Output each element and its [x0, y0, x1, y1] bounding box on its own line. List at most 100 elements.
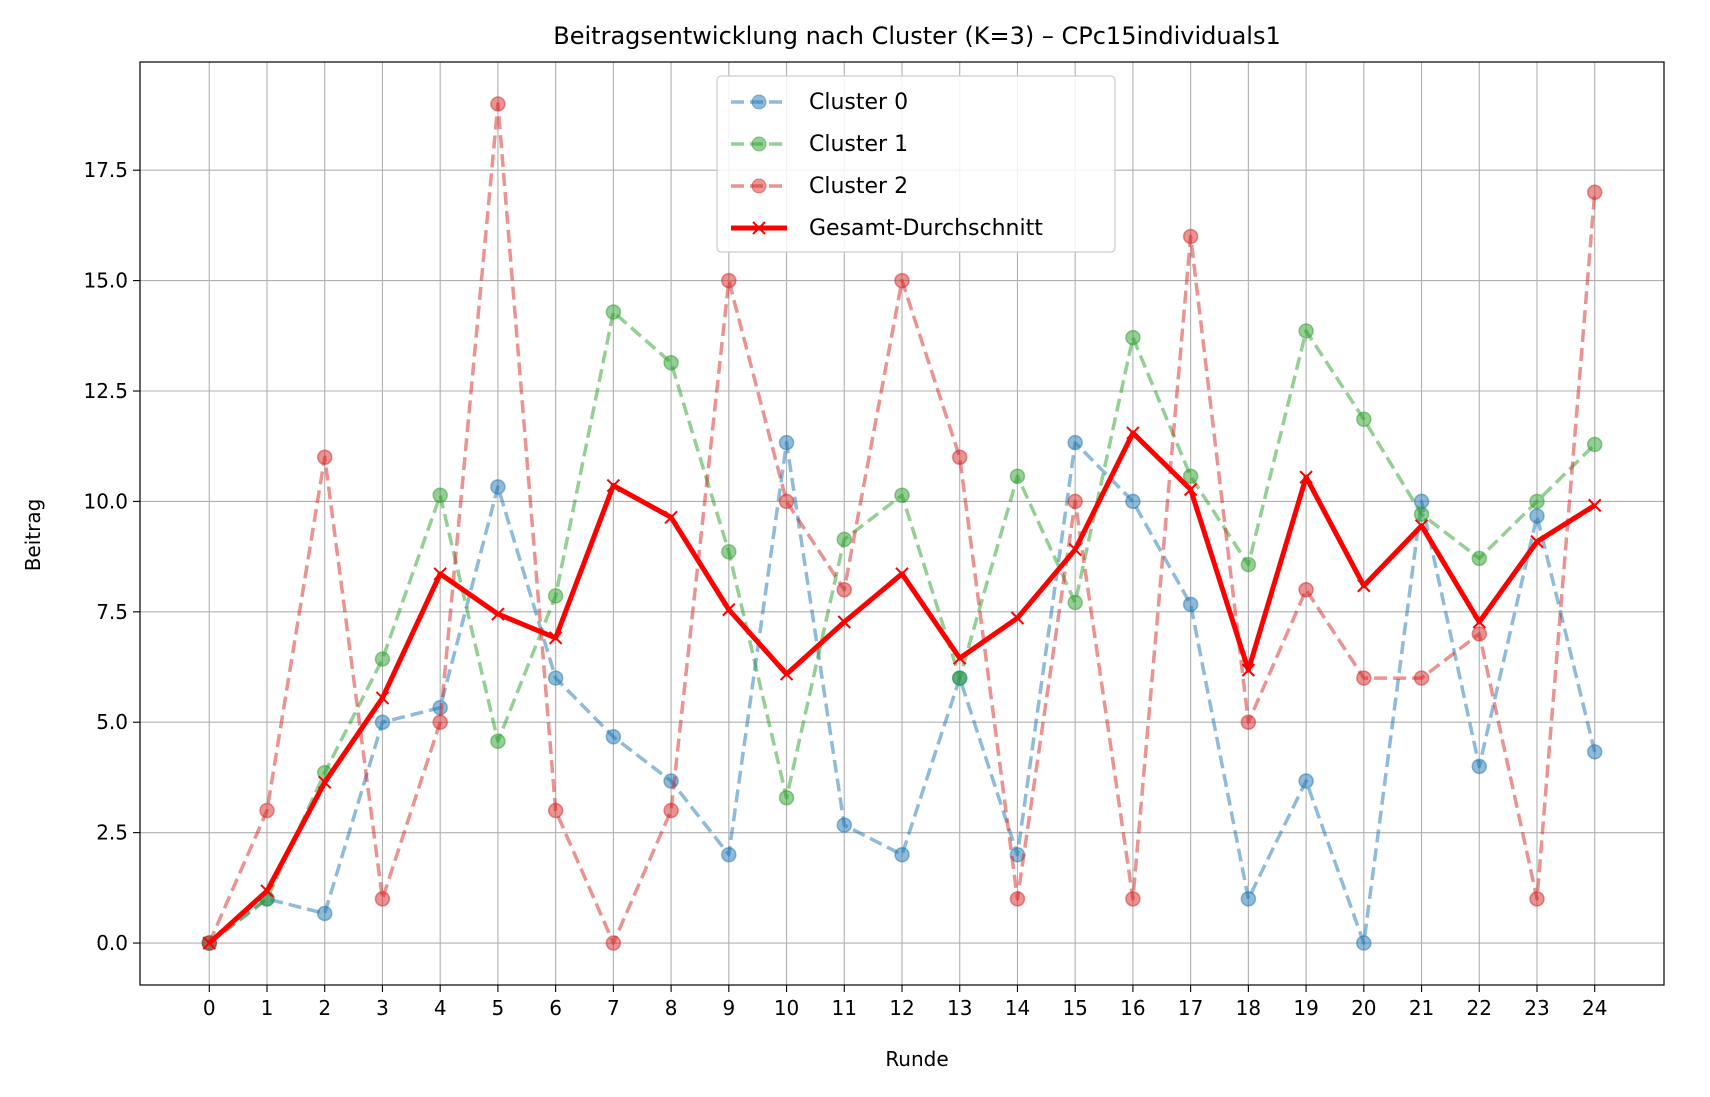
data-point [491, 607, 505, 621]
data-point [836, 581, 853, 598]
x-tick-label: 16 [1120, 996, 1145, 1020]
y-tick-label: 7.5 [96, 600, 128, 624]
y-tick-label: 10.0 [83, 489, 128, 513]
data-point [1009, 468, 1026, 484]
y-tick-label: 2.5 [96, 821, 128, 845]
legend-label: Cluster 1 [809, 132, 908, 157]
data-point [1588, 498, 1602, 513]
x-tick-label: 3 [376, 996, 389, 1020]
data-point [721, 272, 737, 289]
data-point [894, 846, 910, 863]
x-tick-label: 12 [889, 996, 914, 1020]
data-point [1010, 611, 1025, 625]
data-point [1009, 891, 1026, 907]
legend-box [716, 75, 1116, 253]
series-gesamt-durchschnitt [202, 426, 1602, 950]
data-point [1471, 550, 1488, 567]
data-point [722, 602, 736, 617]
data-point [605, 935, 622, 951]
x-tick-label: 5 [492, 996, 505, 1020]
data-point [1529, 508, 1545, 524]
data-point [259, 802, 275, 819]
data-point [836, 531, 853, 548]
data-point [1413, 506, 1430, 522]
data-point [1298, 581, 1314, 598]
data-point [951, 670, 968, 686]
x-tick-label: 8 [665, 996, 678, 1020]
data-point [1126, 426, 1140, 440]
data-point [1240, 891, 1257, 907]
data-point [664, 510, 678, 525]
y-tick-label: 5.0 [96, 710, 128, 734]
legend-marker [751, 136, 767, 152]
x-axis-ticks: 0 1 2 3 4 5 6 7 8 9 10 11 12 13 14 15 16 17 18 19 20 21 22 23 24 [203, 985, 1607, 1020]
y-tick-label: 0.0 [96, 931, 128, 955]
data-point [1125, 493, 1141, 510]
data-point [1298, 773, 1314, 789]
x-tick-label: 2 [318, 996, 331, 1020]
data-point [1471, 626, 1488, 642]
data-point [1240, 556, 1257, 573]
data-point [1183, 482, 1198, 497]
x-tick-label: 15 [1062, 996, 1087, 1020]
data-point [316, 905, 333, 922]
data-point [894, 272, 910, 289]
y-axis-label: Beitrag [21, 499, 45, 572]
data-point [605, 304, 622, 320]
x-tick-label: 23 [1524, 996, 1549, 1020]
data-point [260, 884, 274, 898]
x-tick-label: 13 [947, 996, 972, 1020]
data-point [778, 493, 795, 510]
x-tick-label: 18 [1236, 996, 1261, 1020]
x-tick-label: 4 [434, 996, 447, 1020]
data-point [547, 588, 564, 604]
data-point [490, 479, 506, 495]
data-point [1529, 891, 1545, 907]
data-point [1586, 744, 1603, 760]
data-point [1586, 184, 1603, 201]
data-point [1125, 891, 1141, 907]
data-point [1356, 935, 1372, 951]
legend-entry: Cluster 1 [731, 132, 908, 157]
data-point [433, 567, 447, 581]
legend-entry: Cluster 2 [731, 174, 908, 199]
x-tick-label: 0 [203, 996, 216, 1020]
data-point [1357, 579, 1371, 593]
data-point [1586, 436, 1603, 453]
data-point [1067, 434, 1083, 451]
x-tick-label: 20 [1351, 996, 1376, 1020]
data-point [953, 651, 967, 665]
data-point [605, 729, 622, 745]
data-point [1241, 663, 1256, 677]
legend-entry: Cluster 0 [731, 90, 908, 115]
x-tick-label: 21 [1409, 996, 1434, 1020]
series-group [201, 96, 1603, 951]
data-point [1182, 228, 1199, 245]
data-point [778, 790, 795, 806]
y-tick-label: 17.5 [83, 158, 128, 182]
data-point [1299, 470, 1313, 484]
data-point [432, 714, 448, 730]
chart-title: Beitragsentwicklung nach Cluster (K=3) –… [553, 22, 1280, 50]
data-point [1182, 596, 1199, 613]
data-point [1067, 493, 1083, 510]
series-cluster-1 [201, 304, 1603, 951]
data-point [1529, 493, 1545, 510]
legend-label: Gesamt-Durchschnitt [809, 216, 1043, 241]
legend-marker [751, 94, 767, 110]
data-point [606, 478, 621, 493]
data-point [894, 487, 910, 503]
data-point [663, 802, 679, 819]
data-point [490, 96, 506, 112]
data-point [895, 567, 909, 581]
data-point [721, 846, 737, 863]
data-point [1068, 542, 1082, 557]
data-point [1182, 468, 1199, 484]
x-tick-label: 7 [607, 996, 620, 1020]
data-point [548, 631, 563, 645]
data-point [721, 544, 737, 560]
data-point [374, 651, 391, 667]
data-point [1471, 758, 1488, 775]
